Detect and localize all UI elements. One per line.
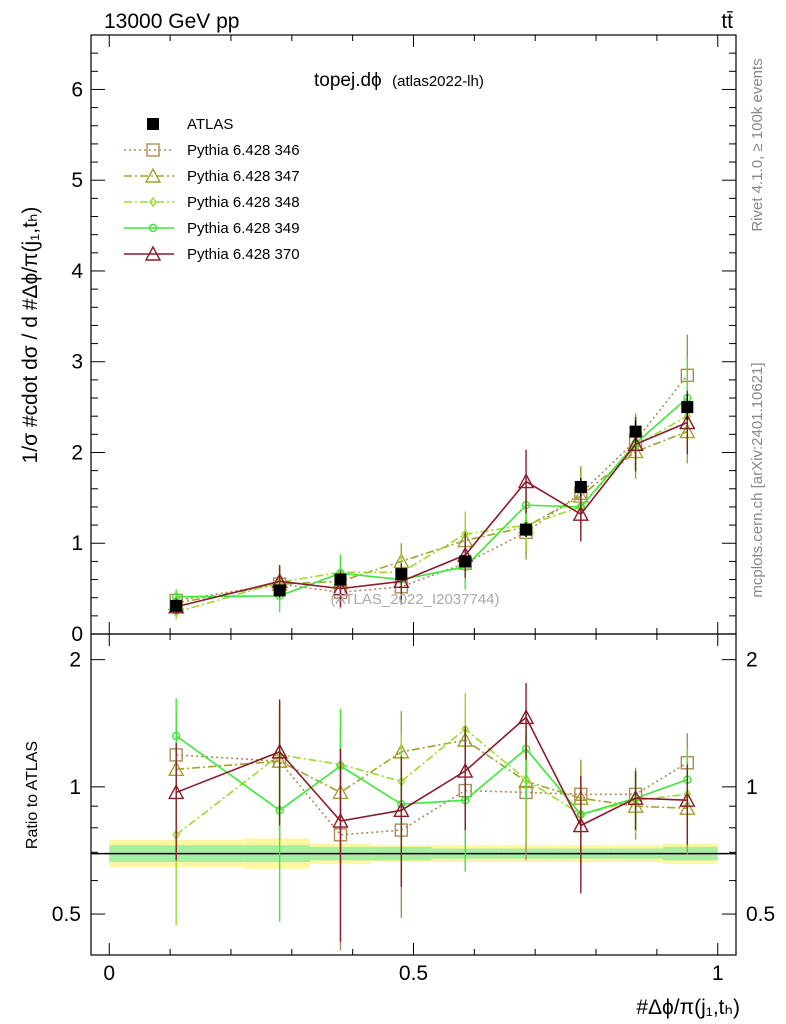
ratio-point (171, 731, 181, 741)
ratio-panel (90, 633, 737, 956)
legend-marker (149, 196, 157, 208)
ratio-y-tick-label: 0.5 (746, 903, 775, 926)
series-point (517, 473, 535, 489)
y-axis-tick-label: 1 (71, 532, 83, 555)
legend-marker (146, 143, 160, 157)
ratio-y-tick-label: 2 (746, 649, 758, 672)
ratio-point (679, 791, 696, 807)
y-axis-tick-label: 3 (71, 351, 83, 374)
y-axis-tick-label: 2 (71, 441, 83, 464)
y-axis-tick-label: 6 (71, 78, 83, 101)
legend-atlas-marker (147, 118, 159, 130)
y-axis-tick-label: 5 (71, 169, 83, 192)
x-axis-label: #Δϕ/π(j₁,tₕ) (636, 996, 740, 1019)
data-point (520, 523, 533, 536)
main-panel (90, 34, 737, 635)
legend-label: Pythia 6.428 348 (187, 194, 300, 211)
ratio-point (627, 789, 644, 805)
ratio-y-tick-label: 2 (69, 649, 81, 672)
legend-marker (144, 245, 162, 261)
y-axis-tick-label: 4 (71, 260, 83, 283)
series-point (679, 414, 696, 430)
ratio-point (572, 817, 590, 833)
legend-atlas-label: ATLAS (187, 116, 233, 133)
x-axis-tick-label: 0 (103, 962, 115, 985)
ratio-point (393, 801, 410, 818)
ratio-point (168, 783, 185, 800)
data-point (574, 480, 587, 493)
data-point (334, 573, 347, 586)
data-point (681, 401, 694, 414)
x-axis-tick-label: 0.5 (399, 962, 428, 985)
ratio-point (517, 708, 535, 725)
y-axis-label: 1/σ #cdot dσ / d #Δϕ/π(j₁,tₕ) (19, 207, 42, 464)
ratio-axis-label: Ratio to ATLAS (24, 741, 41, 849)
data-point (395, 568, 408, 581)
legend-label: Pythia 6.428 347 (187, 168, 300, 185)
ratio-point (332, 812, 349, 828)
legend-label: Pythia 6.428 370 (187, 246, 300, 263)
legend-marker (148, 223, 158, 233)
series-point (332, 580, 349, 596)
ratio-point (271, 743, 288, 759)
header-process: 13000 GeV pp (104, 10, 239, 33)
legend-label: Pythia 6.428 349 (187, 220, 300, 237)
ratio-y-tick-label: 1 (69, 776, 81, 799)
data-point (629, 425, 642, 438)
data-point (170, 599, 183, 612)
ratio-y-tick-label: 0.5 (52, 903, 81, 926)
chart-title-main: topej.dϕ (314, 70, 382, 91)
rivet-version-note: Rivet 4.1.0, ≥ 100k events (749, 58, 766, 231)
data-point (273, 584, 286, 597)
y-axis-tick-label: 0 (71, 623, 83, 646)
mcplots-reference-note: mcplots.cern.ch [arXiv:2401.10621] (749, 362, 766, 597)
series-point (627, 435, 644, 452)
chart-title: topej.dϕ (atlas2022-lh) (314, 70, 484, 91)
analysis-watermark: (ATLAS_2022_I2037744) (330, 591, 499, 608)
legend-label: Pythia 6.428 346 (187, 142, 300, 159)
data-point (459, 555, 472, 568)
header-final-state: tt̄ (721, 10, 733, 33)
x-axis-tick-label: 1 (712, 962, 724, 985)
legend: ATLAS Pythia 6.428 346 Pythia 6.428 347 Pyt… (124, 116, 300, 263)
series-point (572, 505, 590, 521)
ratio-y-tick-label: 1 (746, 776, 758, 799)
series-point (393, 572, 410, 589)
ratio-point (457, 762, 474, 778)
chart-title-suffix: (atlas2022-lh) (392, 73, 484, 90)
legend-marker (144, 167, 162, 183)
